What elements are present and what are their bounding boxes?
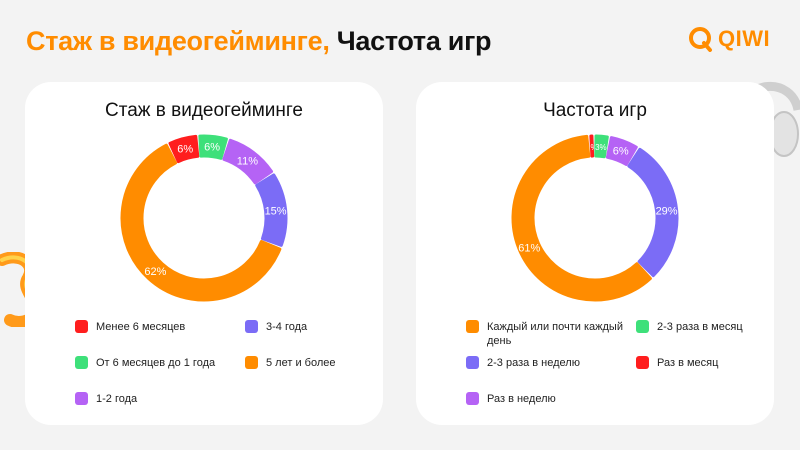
legend-swatch (245, 356, 258, 369)
donut-slice (589, 134, 595, 158)
donut-slice (605, 136, 638, 166)
qiwi-logo: QIWI (688, 26, 770, 52)
legend-label: 5 лет и более (266, 357, 336, 369)
chart-title-frequency: Частота игр (543, 100, 647, 121)
legend-item: Раз в неделю (466, 392, 626, 406)
page-title: Стаж в видеогейминге, Частота игр (26, 26, 492, 57)
legend-swatch (636, 320, 649, 333)
legend-item: Каждый или почти каждый день (466, 320, 626, 348)
qiwi-logo-icon (689, 27, 712, 52)
donut-slice (255, 173, 288, 247)
legend-swatch (466, 320, 479, 333)
data-label: 6% (204, 141, 220, 153)
legend-swatch (245, 320, 258, 333)
donut-slice (168, 134, 200, 164)
data-label: 11% (237, 156, 258, 168)
title-black: Частота игр (336, 26, 492, 56)
data-label: 1% (586, 143, 598, 152)
legend-label: 3-4 года (266, 321, 308, 333)
chart-card-experience: Стаж в видеогейминге 6% 6% 11% 15% 62% Менее… (25, 82, 383, 425)
data-label: 15% (265, 205, 287, 217)
data-label: 3% (595, 143, 607, 152)
donut-slice (198, 134, 228, 160)
legend-item: 1-2 года (75, 392, 235, 406)
legend-swatch (466, 392, 479, 405)
legend-item: Менее 6 месяцев (75, 320, 235, 334)
legend-swatch (466, 356, 479, 369)
legend-item: 3-4 года (245, 320, 375, 334)
donut-slice (222, 138, 274, 185)
title-orange: Стаж в видеогейминге, (26, 26, 330, 56)
legend-item: 5 лет и более (245, 356, 375, 370)
donut-slice (594, 134, 609, 159)
legend-swatch (75, 356, 88, 369)
legend-label: Каждый или почти каждый день (487, 321, 623, 347)
legend-item: От 6 месяцев до 1 года (75, 356, 235, 370)
donut-slice (627, 147, 679, 278)
legend-label: Раз в месяц (657, 357, 719, 369)
legend-label: Раз в неделю (487, 393, 556, 405)
chart-title-experience: Стаж в видеогейминге (104, 100, 303, 121)
chart-card-frequency: Частота игр 1% 3% 6% 29% 61% Каждый или почт… (416, 82, 774, 425)
donut-chart-frequency: 1%3% 6% 29% 61% (511, 134, 679, 302)
donut-slice (120, 143, 282, 302)
data-label: 29% (656, 205, 678, 217)
legend-swatch (75, 392, 88, 405)
legend-label: 2-3 раза в месяц (657, 321, 743, 333)
donut-slice (511, 134, 652, 302)
legend-label: Менее 6 месяцев (96, 321, 186, 333)
data-label: 6% (177, 143, 193, 155)
legend-item: Раз в месяц (636, 356, 766, 370)
legend-label: 2-3 раза в неделю (487, 357, 580, 369)
data-label: 6% (613, 146, 629, 158)
legend-label: 1-2 года (96, 393, 138, 405)
legend-swatch (75, 320, 88, 333)
data-label: 61% (518, 242, 540, 254)
donut-chart-experience: 6% 6% 11% 15% 62% (120, 134, 288, 302)
legend-item: 2-3 раза в месяц (636, 320, 766, 334)
data-label: 62% (144, 266, 166, 278)
legend-label: От 6 месяцев до 1 года (96, 357, 216, 369)
logo-text: QIWI (718, 26, 771, 51)
legend-swatch (636, 356, 649, 369)
legend-item: 2-3 раза в неделю (466, 356, 626, 370)
